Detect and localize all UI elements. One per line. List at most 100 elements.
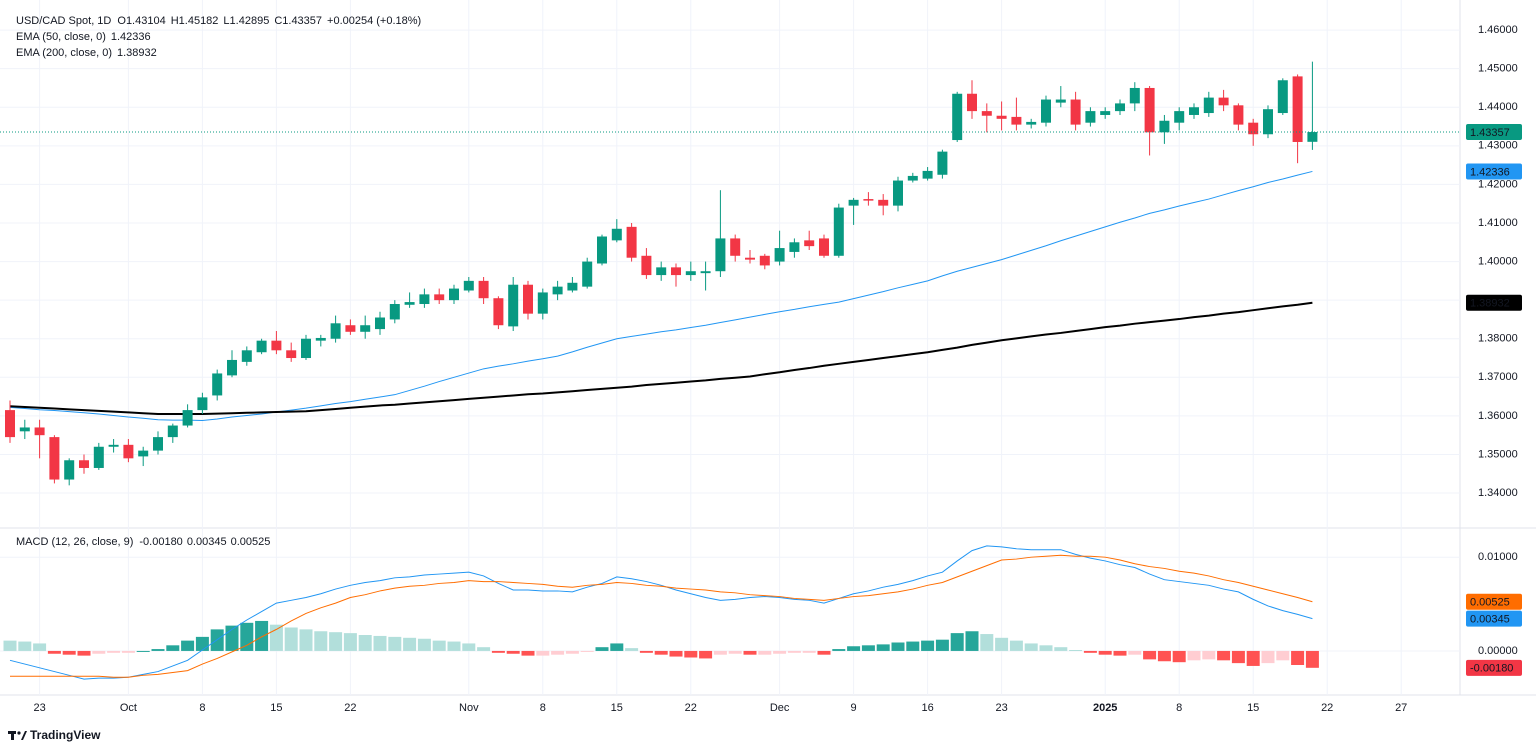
histogram-bar [33, 643, 47, 651]
time-label: 15 [1247, 702, 1259, 714]
histogram-bar [1098, 650, 1112, 655]
candle-body [1026, 121, 1037, 125]
time-label: 9 [851, 702, 857, 714]
histogram-bar [669, 650, 683, 657]
candle-body [1248, 122, 1259, 135]
histogram-bar [3, 640, 17, 651]
histogram-bar [107, 650, 121, 653]
histogram-bar [62, 650, 76, 655]
histogram-bar [1143, 650, 1157, 660]
candle-body [1218, 97, 1229, 106]
candle-body [256, 340, 267, 353]
time-label: 15 [270, 702, 282, 714]
histogram-bar [269, 624, 283, 651]
indicator-value: 0.00345 [187, 536, 227, 548]
indicator-value: 1.42336 [111, 31, 151, 43]
candle-body [537, 292, 548, 314]
histogram-bar [625, 648, 639, 651]
candle-body [582, 261, 593, 287]
histogram-bar [1039, 645, 1053, 651]
candle-body [345, 325, 356, 332]
histogram-bar [1261, 650, 1275, 664]
candle-body [641, 255, 652, 276]
candle-body [759, 255, 770, 266]
y-tick-label: 1.46000 [1478, 24, 1518, 36]
candle-body [493, 298, 504, 326]
histogram-bar [151, 649, 165, 651]
histogram-bar [1128, 650, 1142, 655]
candle-body [449, 288, 459, 301]
candle-body [1233, 105, 1244, 125]
histogram-bar [314, 631, 328, 651]
y-tick-label: 1.37000 [1478, 371, 1518, 383]
brand-name: TradingView [30, 728, 101, 742]
indicator-value: 1.38932 [117, 47, 157, 59]
histogram-bar [728, 650, 742, 654]
price-tag-label: 0.00525 [1470, 597, 1510, 609]
ohlc-value: 1.45182 [179, 15, 219, 27]
candle-body [848, 199, 859, 206]
candle-body [1174, 111, 1185, 123]
candle-body [863, 199, 874, 201]
histogram-bar [861, 645, 875, 651]
candle-body [197, 397, 208, 411]
candle-body [286, 350, 297, 359]
candle-body [626, 226, 637, 258]
histogram-bar [417, 638, 431, 651]
histogram-bar [121, 650, 135, 653]
candle-body [64, 460, 75, 480]
candle-body [774, 248, 785, 262]
candle-body [523, 284, 533, 314]
candle-body [123, 444, 134, 459]
y-tick-label: 1.44000 [1478, 101, 1518, 113]
indicator-name: EMA (200, close, 0) [16, 47, 112, 59]
candle-body [463, 280, 474, 291]
candle-body [1055, 99, 1066, 103]
histogram-bar [521, 650, 535, 656]
candle-body [1159, 120, 1170, 133]
candle-body [804, 240, 815, 247]
histogram-bar [1069, 650, 1083, 651]
candle-body [1041, 99, 1051, 123]
histogram-bar [1024, 643, 1038, 651]
histogram-bar [935, 639, 949, 651]
histogram-bar [195, 636, 209, 651]
time-label: 22 [1321, 702, 1333, 714]
candle-body [389, 304, 400, 320]
histogram-bar [743, 650, 757, 655]
histogram-bar [876, 644, 890, 651]
candle-body [597, 236, 607, 264]
price-tag-label: -0.00180 [1470, 663, 1513, 675]
candle-body [360, 325, 371, 332]
histogram-bar [699, 650, 713, 659]
histogram-bar [847, 646, 861, 651]
candle-body [967, 93, 977, 112]
price-tag-label: 1.43357 [1470, 127, 1510, 139]
histogram-bar [477, 647, 491, 651]
histogram-bar [787, 650, 801, 653]
time-label: Oct [120, 702, 137, 714]
brand-logo [8, 731, 27, 740]
histogram-bar [447, 641, 461, 651]
price-tag [1466, 124, 1522, 141]
candle-body [108, 444, 119, 447]
candle-body [981, 111, 992, 116]
candle-body [745, 257, 755, 260]
histogram-bar [1172, 650, 1186, 663]
candle-body [315, 337, 326, 341]
candle-body [1011, 116, 1022, 125]
ohlc-value: 1.43357 [282, 15, 322, 27]
histogram-bar [1231, 650, 1245, 664]
candle-body [212, 373, 223, 396]
ohlc-label: C [274, 15, 282, 27]
candle-body [375, 317, 385, 330]
y-tick-label: 1.36000 [1478, 410, 1518, 422]
histogram-bar [329, 632, 343, 651]
candle-body [19, 427, 30, 432]
candle-body [182, 410, 193, 426]
price-tag-label: 0.00345 [1470, 614, 1510, 626]
histogram-bar [906, 641, 920, 651]
histogram-bar [1009, 640, 1023, 651]
candle-body [271, 340, 282, 351]
indicator-value: -0.00180 [139, 536, 182, 548]
